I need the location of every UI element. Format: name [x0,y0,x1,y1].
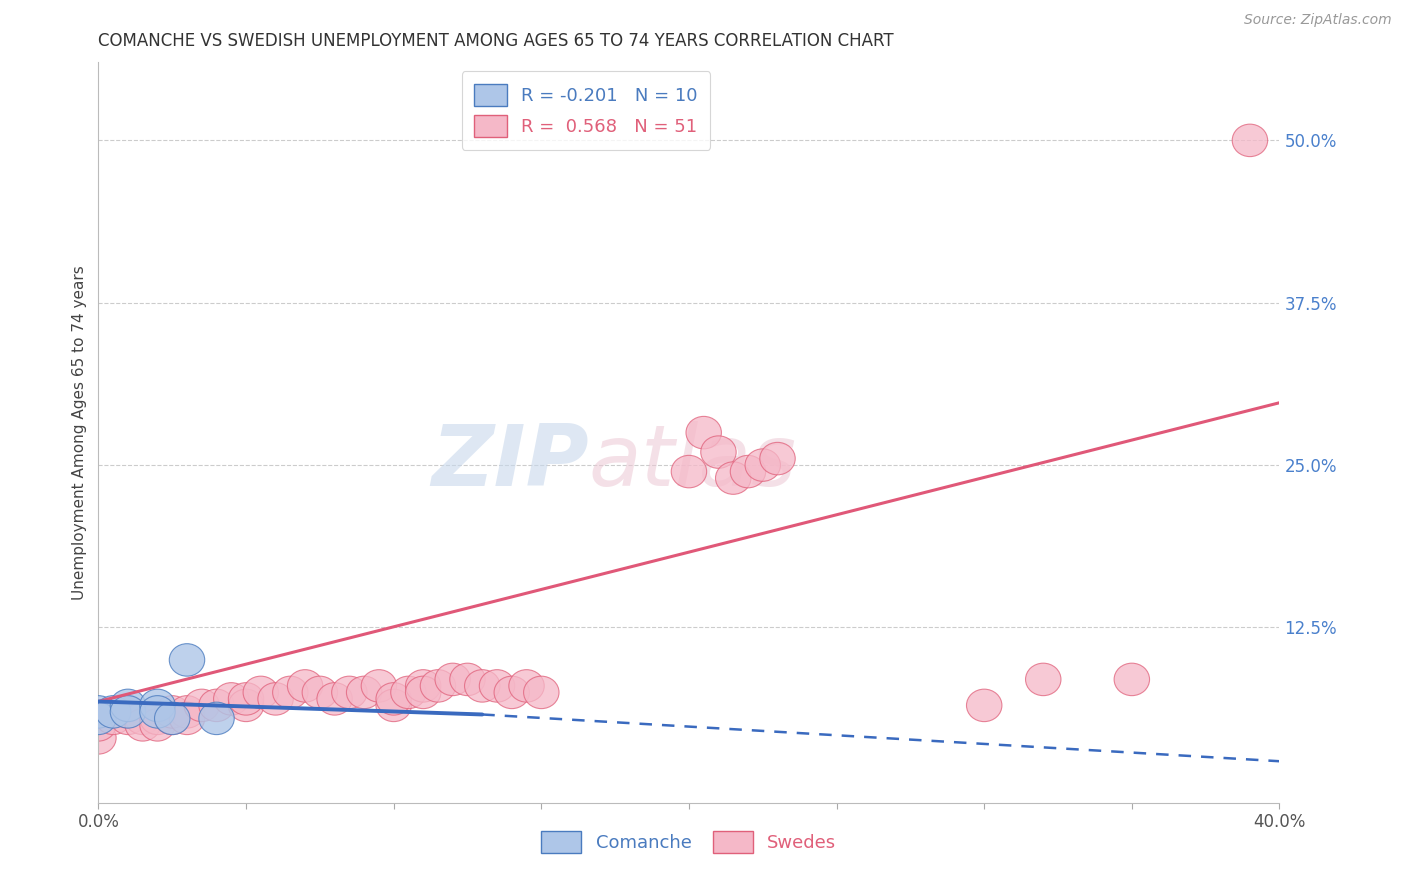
Ellipse shape [80,702,117,735]
Text: COMANCHE VS SWEDISH UNEMPLOYMENT AMONG AGES 65 TO 74 YEARS CORRELATION CHART: COMANCHE VS SWEDISH UNEMPLOYMENT AMONG A… [98,32,894,50]
Ellipse shape [198,690,235,722]
Ellipse shape [214,682,249,715]
Text: ZIP: ZIP [430,421,589,504]
Ellipse shape [405,676,441,708]
Ellipse shape [139,702,176,735]
Ellipse shape [302,676,337,708]
Ellipse shape [287,670,323,702]
Ellipse shape [110,696,146,728]
Ellipse shape [80,708,117,741]
Ellipse shape [243,676,278,708]
Ellipse shape [405,670,441,702]
Ellipse shape [257,682,294,715]
Ellipse shape [110,696,146,728]
Ellipse shape [139,690,176,722]
Ellipse shape [155,696,190,728]
Ellipse shape [316,682,353,715]
Ellipse shape [169,702,205,735]
Ellipse shape [494,676,530,708]
Ellipse shape [375,690,412,722]
Ellipse shape [450,663,485,696]
Ellipse shape [155,702,190,735]
Text: atlas: atlas [589,421,797,504]
Text: Source: ZipAtlas.com: Source: ZipAtlas.com [1244,13,1392,28]
Ellipse shape [332,676,367,708]
Ellipse shape [375,682,412,715]
Ellipse shape [966,690,1002,722]
Ellipse shape [479,670,515,702]
Ellipse shape [155,702,190,735]
Ellipse shape [671,455,707,488]
Ellipse shape [198,702,235,735]
Legend: Comanche, Swedes: Comanche, Swedes [534,824,844,861]
Ellipse shape [169,644,205,676]
Ellipse shape [80,722,117,754]
Ellipse shape [139,696,176,728]
Ellipse shape [1114,663,1150,696]
Ellipse shape [169,696,205,728]
Ellipse shape [420,670,456,702]
Ellipse shape [273,676,308,708]
Ellipse shape [523,676,560,708]
Ellipse shape [391,676,426,708]
Ellipse shape [759,442,796,475]
Ellipse shape [686,417,721,449]
Ellipse shape [346,676,382,708]
Y-axis label: Unemployment Among Ages 65 to 74 years: Unemployment Among Ages 65 to 74 years [72,265,87,600]
Ellipse shape [125,702,160,735]
Ellipse shape [184,690,219,722]
Ellipse shape [730,455,766,488]
Ellipse shape [96,702,131,735]
Ellipse shape [228,690,264,722]
Ellipse shape [700,436,737,468]
Ellipse shape [464,670,501,702]
Ellipse shape [509,670,544,702]
Ellipse shape [1025,663,1062,696]
Ellipse shape [80,696,117,728]
Ellipse shape [434,663,471,696]
Ellipse shape [110,690,146,722]
Ellipse shape [139,708,176,741]
Ellipse shape [125,708,160,741]
Ellipse shape [745,449,780,482]
Ellipse shape [1232,124,1268,157]
Ellipse shape [110,702,146,735]
Ellipse shape [96,696,131,728]
Ellipse shape [228,682,264,715]
Ellipse shape [716,462,751,494]
Ellipse shape [361,670,396,702]
